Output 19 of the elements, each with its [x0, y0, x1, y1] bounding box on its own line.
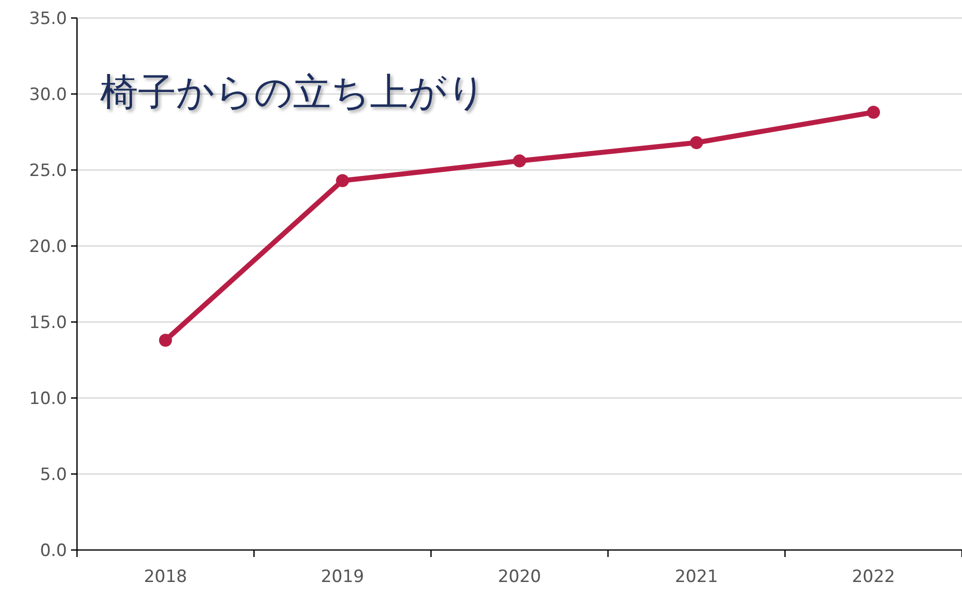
- x-tick-label: 2021: [674, 567, 718, 587]
- y-tick-label: 5.0: [40, 464, 67, 485]
- point: [867, 106, 880, 119]
- y-tick-label: 35.0: [29, 8, 67, 29]
- x-tick-label: 2018: [144, 567, 188, 587]
- x-tick-label: 2019: [320, 567, 364, 587]
- text: 椅子からの立ち上がり: [100, 70, 486, 114]
- point: [159, 334, 172, 347]
- x-tick-label: 2022: [852, 567, 896, 587]
- y-tick-label: 15.0: [29, 312, 67, 333]
- point: [690, 136, 703, 150]
- y-tick-label: 20.0: [29, 236, 67, 257]
- y-tick-label: 0.0: [40, 540, 67, 561]
- y-tick-label: 30.0: [29, 84, 67, 105]
- point: [513, 154, 526, 168]
- y-tick-label: 10.0: [29, 388, 67, 409]
- x-tick-label: 2020: [498, 567, 542, 587]
- point: [336, 174, 349, 188]
- y-tick-label: 25.0: [29, 160, 67, 181]
